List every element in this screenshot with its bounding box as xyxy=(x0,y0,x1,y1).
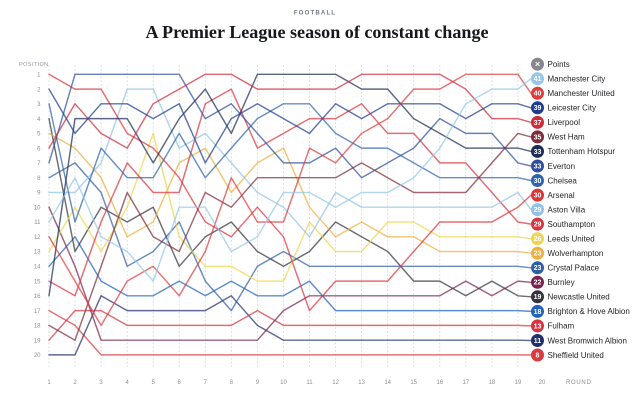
svg-text:6: 6 xyxy=(178,380,182,386)
svg-text:8: 8 xyxy=(536,352,540,359)
svg-text:Southampton: Southampton xyxy=(548,220,596,229)
svg-text:Tottenham Hotspur: Tottenham Hotspur xyxy=(548,147,616,156)
svg-text:Sheffield United: Sheffield United xyxy=(548,351,604,360)
svg-text:39: 39 xyxy=(534,105,542,112)
svg-text:Crystal Palace: Crystal Palace xyxy=(548,264,600,273)
svg-text:A Premier League season of con: A Premier League season of constant chan… xyxy=(145,22,488,42)
svg-text:30: 30 xyxy=(534,193,542,200)
svg-text:10: 10 xyxy=(280,380,287,386)
svg-text:Aston Villa: Aston Villa xyxy=(548,205,586,214)
svg-text:POSITION: POSITION xyxy=(19,62,49,68)
svg-text:13: 13 xyxy=(34,250,41,256)
svg-text:11: 11 xyxy=(534,338,542,345)
svg-text:Leicester City: Leicester City xyxy=(548,104,596,113)
svg-text:West Bromwich Albion: West Bromwich Albion xyxy=(548,336,627,345)
svg-text:13: 13 xyxy=(358,380,365,386)
svg-text:3: 3 xyxy=(99,380,103,386)
svg-text:23: 23 xyxy=(534,265,542,272)
svg-text:11: 11 xyxy=(34,220,41,226)
svg-text:6: 6 xyxy=(37,146,41,152)
svg-text:41: 41 xyxy=(534,76,542,83)
svg-text:30: 30 xyxy=(534,178,542,185)
svg-text:10: 10 xyxy=(34,205,41,211)
svg-text:1: 1 xyxy=(47,380,51,386)
svg-text:16: 16 xyxy=(34,294,41,300)
svg-text:16: 16 xyxy=(436,380,443,386)
svg-text:12: 12 xyxy=(332,380,339,386)
svg-text:3: 3 xyxy=(37,102,41,108)
svg-text:5: 5 xyxy=(152,380,156,386)
svg-text:37: 37 xyxy=(534,120,542,127)
svg-text:33: 33 xyxy=(534,149,542,156)
svg-text:Burnley: Burnley xyxy=(548,278,575,287)
svg-text:8: 8 xyxy=(230,380,234,386)
svg-text:Arsenal: Arsenal xyxy=(548,191,575,200)
svg-text:5: 5 xyxy=(37,132,41,138)
svg-text:17: 17 xyxy=(34,309,41,315)
svg-text:19: 19 xyxy=(34,338,41,344)
svg-text:7: 7 xyxy=(204,380,208,386)
svg-text:Manchester United: Manchester United xyxy=(548,89,615,98)
svg-text:18: 18 xyxy=(534,309,542,316)
svg-text:13: 13 xyxy=(534,323,542,330)
svg-text:7: 7 xyxy=(37,161,41,167)
svg-text:14: 14 xyxy=(34,265,41,271)
svg-text:4: 4 xyxy=(126,380,130,386)
svg-text:Points: Points xyxy=(548,60,570,69)
svg-text:33: 33 xyxy=(534,163,542,170)
svg-text:Wolverhampton: Wolverhampton xyxy=(548,249,604,258)
svg-text:8: 8 xyxy=(37,176,41,182)
svg-text:22: 22 xyxy=(534,280,542,287)
svg-text:29: 29 xyxy=(534,222,542,229)
svg-text:Brighton & Hove Albion: Brighton & Hove Albion xyxy=(548,307,630,316)
svg-text:FOOTBALL: FOOTBALL xyxy=(294,9,336,16)
svg-text:17: 17 xyxy=(462,380,469,386)
svg-text:2: 2 xyxy=(73,380,77,386)
svg-text:Newcastle United: Newcastle United xyxy=(548,293,610,302)
svg-text:11: 11 xyxy=(306,380,313,386)
svg-text:19: 19 xyxy=(515,380,522,386)
svg-text:35: 35 xyxy=(534,134,542,141)
svg-text:9: 9 xyxy=(37,191,41,197)
svg-text:18: 18 xyxy=(489,380,496,386)
svg-text:Liverpool: Liverpool xyxy=(548,118,581,127)
svg-text:Manchester City: Manchester City xyxy=(548,75,606,84)
svg-text:14: 14 xyxy=(384,380,391,386)
svg-text:12: 12 xyxy=(34,235,41,241)
svg-text:Everton: Everton xyxy=(548,162,576,171)
svg-text:20: 20 xyxy=(34,353,41,359)
svg-text:15: 15 xyxy=(34,279,41,285)
svg-text:26: 26 xyxy=(534,236,542,243)
svg-text:Leeds United: Leeds United xyxy=(548,235,595,244)
svg-text:40: 40 xyxy=(534,91,542,98)
svg-text:ROUND: ROUND xyxy=(566,380,592,386)
svg-text:18: 18 xyxy=(34,324,41,330)
svg-text:Fulham: Fulham xyxy=(548,322,575,331)
svg-text:9: 9 xyxy=(256,380,260,386)
svg-text:4: 4 xyxy=(37,117,41,123)
svg-text:29: 29 xyxy=(534,207,542,214)
svg-text:2: 2 xyxy=(37,87,41,93)
svg-text:West Ham: West Ham xyxy=(548,133,586,142)
svg-text:19: 19 xyxy=(534,294,542,301)
svg-text:Chelsea: Chelsea xyxy=(548,176,578,185)
svg-text:15: 15 xyxy=(410,380,417,386)
svg-text:23: 23 xyxy=(534,251,542,258)
svg-text:20: 20 xyxy=(539,380,546,386)
svg-text:1: 1 xyxy=(37,73,41,79)
svg-text:✕: ✕ xyxy=(535,62,541,69)
